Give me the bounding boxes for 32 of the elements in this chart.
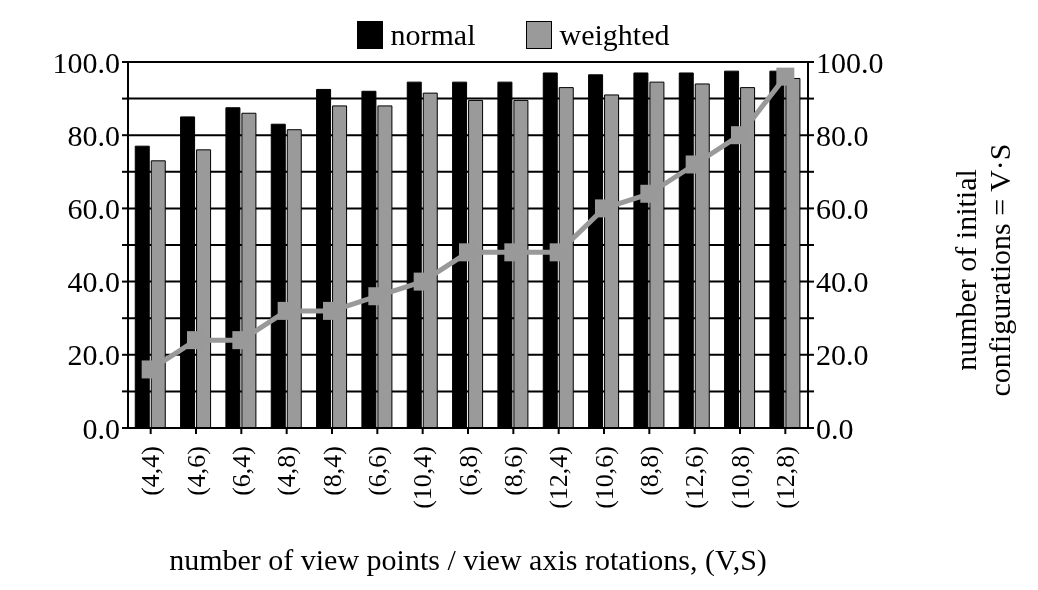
- x-tick-label: (12,4): [544, 446, 574, 509]
- x-tick-label: (6,6): [362, 446, 392, 496]
- y2-tick-label: 60.0: [816, 192, 869, 226]
- y-tick-label: 40.0: [67, 265, 120, 299]
- x-tick-label: (10,8): [725, 446, 755, 509]
- x-tick-label: (4,6): [181, 446, 211, 496]
- x-tick-label: (4,4): [136, 446, 166, 496]
- y-tick-label: 100.0: [52, 45, 120, 79]
- x-tick-label: (12,6): [680, 446, 710, 509]
- x-tick-label: (10,6): [589, 446, 619, 509]
- x-tick-label: (6,8): [453, 446, 483, 496]
- legend-label: weighted: [559, 18, 670, 52]
- x-tick-label: (12,8): [770, 446, 800, 509]
- x-tick-label: (10,4): [408, 446, 438, 509]
- y2-tick-label: 80.0: [816, 118, 869, 152]
- y2-tick-label: 20.0: [816, 338, 869, 372]
- y2-tick-label: 40.0: [816, 265, 869, 299]
- point: [776, 67, 795, 86]
- x-tick-label: (8,8): [634, 446, 664, 496]
- y-tick-label: 20.0: [67, 338, 120, 372]
- y2-axis-title: number of initial configurations = V·S: [949, 143, 1017, 397]
- legend-label: normal: [390, 18, 476, 52]
- y2-tick-label: 0.0: [816, 411, 854, 445]
- y-tick-label: 80.0: [67, 118, 120, 152]
- x-tick-label: (8,4): [317, 446, 347, 496]
- y-tick-label: 0.0: [82, 411, 120, 445]
- x-tick-label: (8,6): [498, 446, 528, 496]
- y2-tick-label: 100.0: [816, 45, 884, 79]
- y-tick-label: 60.0: [67, 192, 120, 226]
- x-tick-label: (4,8): [272, 446, 302, 496]
- x-axis-title: number of view points / view axis rotations, (V,S): [169, 543, 767, 577]
- x-tick-label: (6,4): [226, 446, 256, 496]
